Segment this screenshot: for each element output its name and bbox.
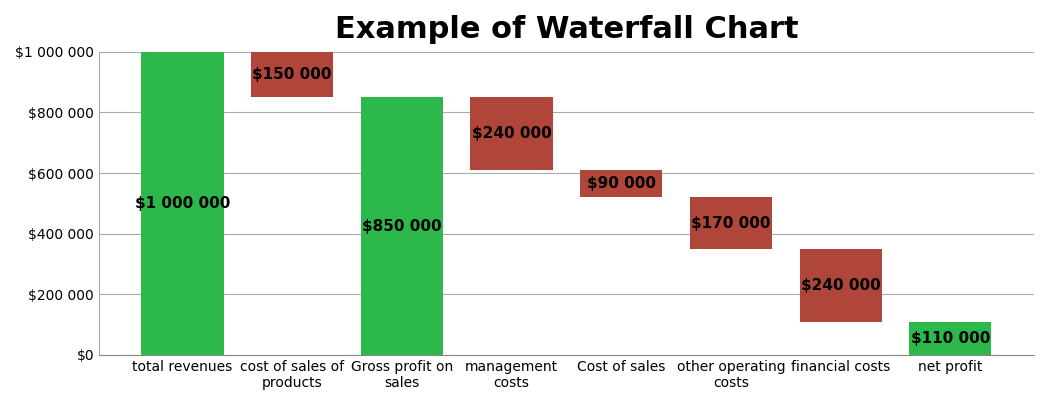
Bar bbox=[909, 322, 991, 355]
Text: $240 000: $240 000 bbox=[800, 278, 880, 293]
Text: $850 000: $850 000 bbox=[362, 219, 442, 234]
Text: $170 000: $170 000 bbox=[691, 215, 771, 230]
Text: $240 000: $240 000 bbox=[472, 126, 552, 141]
Text: $110 000: $110 000 bbox=[911, 331, 990, 346]
Text: $1 000 000: $1 000 000 bbox=[135, 196, 230, 211]
Bar bbox=[251, 52, 334, 97]
Bar bbox=[361, 97, 443, 355]
Bar bbox=[470, 97, 553, 170]
Bar bbox=[580, 170, 662, 197]
Bar bbox=[690, 197, 772, 249]
Bar bbox=[799, 249, 882, 322]
Text: $150 000: $150 000 bbox=[253, 67, 331, 82]
Title: Example of Waterfall Chart: Example of Waterfall Chart bbox=[335, 15, 798, 44]
Bar bbox=[142, 52, 223, 355]
Text: $90 000: $90 000 bbox=[586, 176, 656, 191]
